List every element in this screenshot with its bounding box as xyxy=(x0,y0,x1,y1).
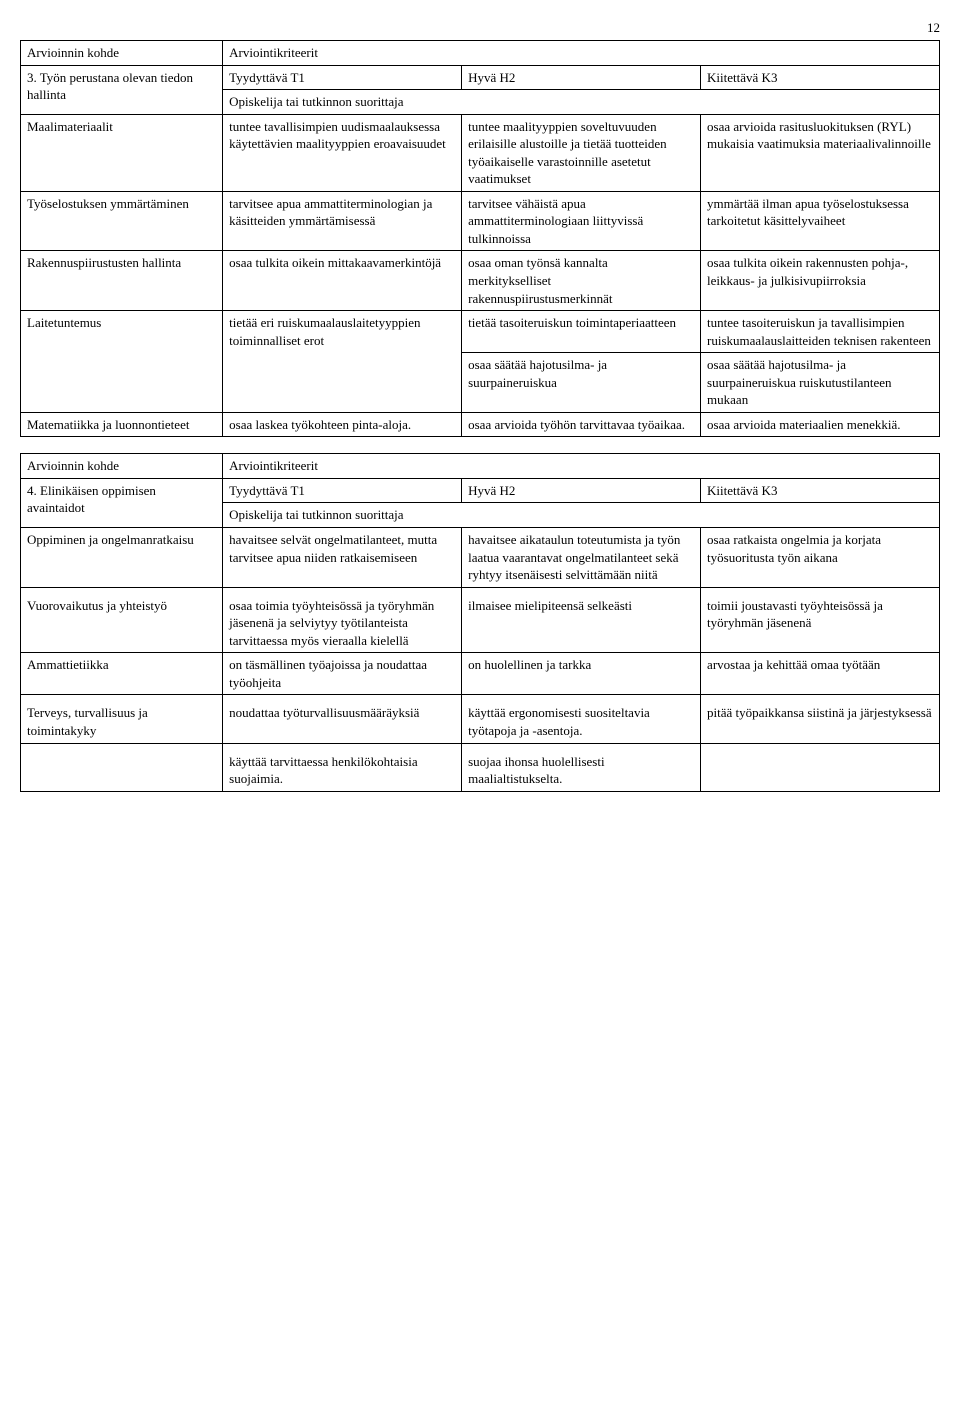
cell: tietää eri ruiskumaalauslaitetyyppien to… xyxy=(223,311,462,413)
table-row: Rakennuspiirustusten hallinta osaa tulki… xyxy=(21,251,940,311)
cell xyxy=(701,750,940,792)
cell: osaa oman työnsä kannalta merkityksellis… xyxy=(462,251,701,311)
table-row: käyttää tarvittaessa henkilökohtaisia su… xyxy=(21,750,940,792)
header-label: Arvioinnin kohde xyxy=(21,454,223,479)
table-row: 4. Elinikäisen oppimisen avaintaidot Tyy… xyxy=(21,478,940,503)
cell: ymmärtää ilman apua työselostuksessa tar… xyxy=(701,191,940,251)
cell: on täsmällinen työajoissa ja noudattaa t… xyxy=(223,653,462,695)
subheader: Opiskelija tai tutkinnon suorittaja xyxy=(223,503,940,528)
row-label: Oppiminen ja ongelmanratkaisu xyxy=(21,528,223,588)
cell: tuntee maalityyppien soveltuvuuden erila… xyxy=(462,114,701,191)
cell: on huolellinen ja tarkka xyxy=(462,653,701,695)
table-row: Laitetuntemus tietää eri ruiskumaalausla… xyxy=(21,311,940,353)
cell: tarvitsee apua ammattiterminologian ja k… xyxy=(223,191,462,251)
section-label: 3. Työn perustana olevan tiedon hallinta xyxy=(21,65,223,114)
table-row: Arvioinnin kohde Arviointikriteerit xyxy=(21,454,940,479)
cell: osaa arvioida materiaalien menekkiä. xyxy=(701,412,940,437)
cell: tuntee tasoiteruiskun ja tavallisimpien … xyxy=(701,311,940,353)
level-h2: Hyvä H2 xyxy=(462,478,701,503)
table-row: Työselostuksen ymmärtäminen tarvitsee ap… xyxy=(21,191,940,251)
cell: osaa arvioida työhön tarvittavaa työaika… xyxy=(462,412,701,437)
cell: noudattaa työturvallisuusmääräyksiä xyxy=(223,701,462,743)
table-row: Vuorovaikutus ja yhteistyö osaa toimia t… xyxy=(21,594,940,653)
level-t1: Tyydyttävä T1 xyxy=(223,478,462,503)
cell: tuntee tavallisimpien uudismaalauksessa … xyxy=(223,114,462,191)
cell: havaitsee aikataulun toteutumista ja työ… xyxy=(462,528,701,588)
section-label: 4. Elinikäisen oppimisen avaintaidot xyxy=(21,478,223,527)
row-label: Vuorovaikutus ja yhteistyö xyxy=(21,594,223,653)
table-row: Matematiikka ja luonnontieteet osaa lask… xyxy=(21,412,940,437)
header-criteria: Arviointikriteerit xyxy=(223,41,940,66)
table-row: Arvioinnin kohde Arviointikriteerit xyxy=(21,41,940,66)
cell: havaitsee selvät ongelmatilanteet, mutta… xyxy=(223,528,462,588)
cell: käyttää tarvittaessa henkilökohtaisia su… xyxy=(223,750,462,792)
row-label: Laitetuntemus xyxy=(21,311,223,413)
level-k3: Kiitettävä K3 xyxy=(701,65,940,90)
cell: käyttää ergonomisesti suositeltavia työt… xyxy=(462,701,701,743)
page-number: 12 xyxy=(20,20,940,36)
header-label: Arvioinnin kohde xyxy=(21,41,223,66)
table-row: Oppiminen ja ongelmanratkaisu havaitsee … xyxy=(21,528,940,588)
cell: osaa tulkita oikein mittakaavamerkintöjä xyxy=(223,251,462,311)
row-label: Maalimateriaalit xyxy=(21,114,223,191)
cell: osaa arvioida rasitusluokituksen (RYL) m… xyxy=(701,114,940,191)
cell: pitää työpaikkansa siistinä ja järjestyk… xyxy=(701,701,940,743)
cell: osaa säätää hajotusilma- ja suurpainerui… xyxy=(701,353,940,413)
row-label xyxy=(21,750,223,792)
cell: osaa laskea työkohteen pinta-aloja. xyxy=(223,412,462,437)
cell: arvostaa ja kehittää omaa työtään xyxy=(701,653,940,695)
table-row: Terveys, turvallisuus ja toimintakyky no… xyxy=(21,701,940,743)
row-label: Rakennuspiirustusten hallinta xyxy=(21,251,223,311)
assessment-table-1: Arvioinnin kohde Arviointikriteerit 3. T… xyxy=(20,40,940,437)
row-label: Ammattietiikka xyxy=(21,653,223,695)
level-h2: Hyvä H2 xyxy=(462,65,701,90)
cell: tietää tasoiteruiskun toimintaperiaattee… xyxy=(462,311,701,353)
cell: osaa tulkita oikein rakennusten pohja-, … xyxy=(701,251,940,311)
cell: toimii joustavasti työyhteisössä ja työr… xyxy=(701,594,940,653)
table-row: Ammattietiikka on täsmällinen työajoissa… xyxy=(21,653,940,695)
level-k3: Kiitettävä K3 xyxy=(701,478,940,503)
cell: tarvitsee vähäistä apua ammattiterminolo… xyxy=(462,191,701,251)
cell: suojaa ihonsa huolellisesti maalialtistu… xyxy=(462,750,701,792)
level-t1: Tyydyttävä T1 xyxy=(223,65,462,90)
cell: osaa ratkaista ongelmia ja korjata työsu… xyxy=(701,528,940,588)
subheader: Opiskelija tai tutkinnon suorittaja xyxy=(223,90,940,115)
cell: ilmaisee mielipiteensä selkeästi xyxy=(462,594,701,653)
cell: osaa säätää hajotusilma- ja suurpainerui… xyxy=(462,353,701,413)
row-label: Terveys, turvallisuus ja toimintakyky xyxy=(21,701,223,743)
cell: osaa toimia työyhteisössä ja työryhmän j… xyxy=(223,594,462,653)
row-label: Matematiikka ja luonnontieteet xyxy=(21,412,223,437)
header-criteria: Arviointikriteerit xyxy=(223,454,940,479)
table-row: Maalimateriaalit tuntee tavallisimpien u… xyxy=(21,114,940,191)
row-label: Työselostuksen ymmärtäminen xyxy=(21,191,223,251)
table-row: 3. Työn perustana olevan tiedon hallinta… xyxy=(21,65,940,90)
assessment-table-2: Arvioinnin kohde Arviointikriteerit 4. E… xyxy=(20,453,940,791)
